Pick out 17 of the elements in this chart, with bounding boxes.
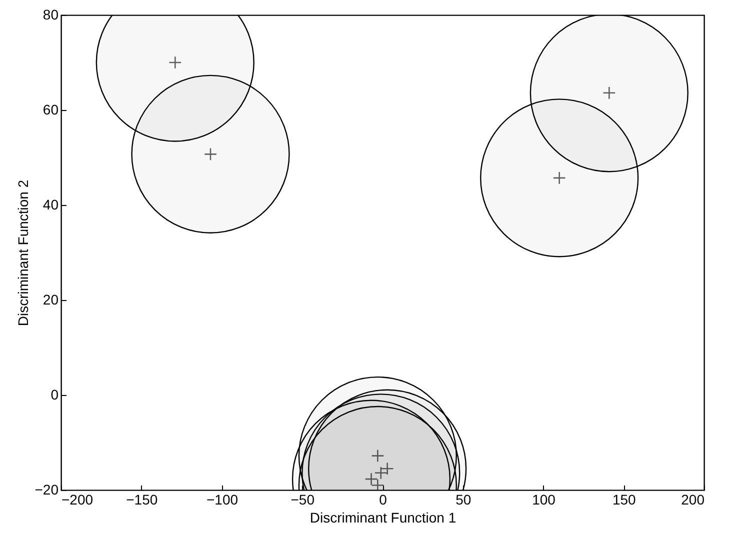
x-tick-label: 0 [379, 492, 388, 508]
x-tick-label: −100 [206, 492, 238, 508]
y-tick-label: 80 [42, 6, 59, 22]
x-tick-label: −150 [126, 492, 158, 508]
x-tick-label: −50 [290, 492, 315, 508]
y-tick-label: −20 [34, 482, 59, 498]
y-axis-title: Discriminant Function 2 [14, 180, 31, 326]
x-tick-label: −200 [62, 492, 94, 508]
y-tick-label: 60 [42, 102, 59, 118]
x-axis-title: Discriminant Function 1 [310, 510, 456, 526]
x-tick-label: 50 [456, 492, 472, 508]
y-tick-label: 20 [42, 292, 59, 308]
y-tick-label: 40 [42, 196, 59, 212]
x-tick-label: 150 [612, 492, 636, 508]
x-tick-label: 100 [532, 492, 556, 508]
x-tick-label: 200 [681, 492, 705, 508]
y-tick-label: 0 [50, 386, 59, 402]
